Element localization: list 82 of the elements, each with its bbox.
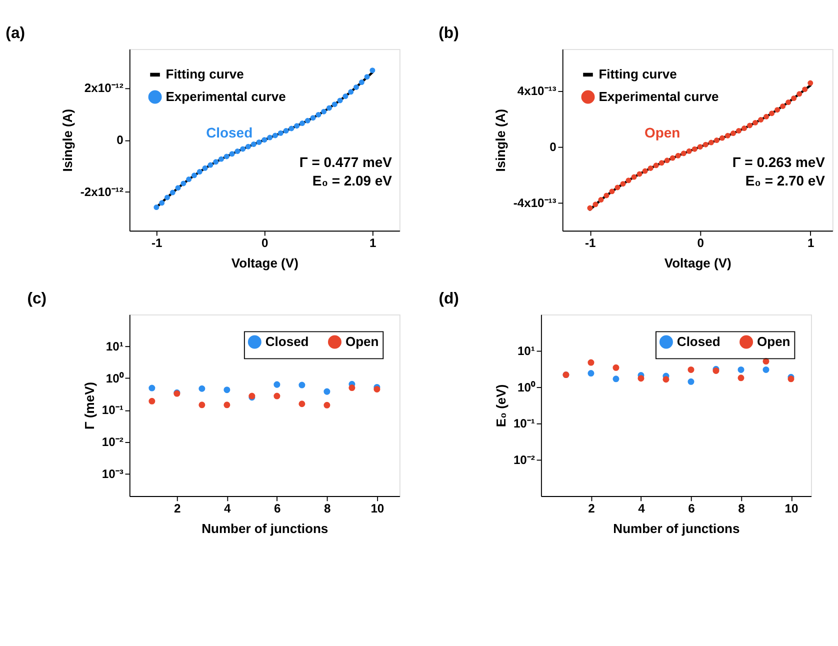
chart-title: (d) xyxy=(438,290,459,308)
x-tick-label: 6 xyxy=(274,501,282,516)
x-tick-label: -1 xyxy=(585,236,596,250)
y-tick-label: 0 xyxy=(116,133,124,148)
x-tick-label: 2 xyxy=(174,501,182,516)
point xyxy=(148,398,156,404)
x-axis-title: Number of junctions xyxy=(202,520,328,536)
legend-label: Fitting curve xyxy=(166,66,244,82)
legend-label: Closed xyxy=(265,334,309,349)
point xyxy=(588,359,594,366)
y-tick-label: 10⁻¹ xyxy=(102,403,124,418)
y-axis-title: Isingle (A) xyxy=(493,108,508,172)
x-tick-label: 10 xyxy=(370,501,384,516)
point xyxy=(662,376,670,383)
point xyxy=(638,375,644,382)
point xyxy=(224,386,230,394)
annotation: Closed xyxy=(206,124,253,140)
y-axis-title: E₀ (eV) xyxy=(493,384,508,428)
point xyxy=(688,378,694,385)
x-tick-label: 6 xyxy=(688,501,696,516)
y-tick-label: -4x10⁻¹³ xyxy=(513,196,556,210)
x-tick-label: 1 xyxy=(807,236,814,250)
x-axis-title: Voltage (V) xyxy=(664,255,732,270)
point xyxy=(148,384,156,392)
x-axis-title: Voltage (V) xyxy=(231,255,298,270)
point xyxy=(298,400,306,408)
annotation: Γ = 0.477 meV xyxy=(299,154,393,170)
y-tick-label: 10⁻³ xyxy=(102,466,124,481)
x-tick-label: 4 xyxy=(224,501,232,516)
chart-title: (b) xyxy=(438,24,459,42)
x-tick-label: 8 xyxy=(324,501,332,516)
point xyxy=(738,366,744,373)
point xyxy=(198,402,206,408)
y-tick-label: 10⁰ xyxy=(106,371,124,386)
y-axis-title: Γ (meV) xyxy=(82,382,97,430)
chart-title: (c) xyxy=(27,290,47,308)
point xyxy=(324,402,330,408)
x-axis-title: Number of junctions xyxy=(613,520,740,536)
x-tick-label: -1 xyxy=(152,236,163,250)
y-tick-label: 0 xyxy=(550,140,557,154)
point xyxy=(688,366,694,373)
y-tick-label: 4x10⁻¹³ xyxy=(517,84,556,98)
point xyxy=(762,366,770,373)
annotation: Γ = 0.263 meV xyxy=(732,154,826,170)
point xyxy=(348,384,356,392)
legend-label: Open xyxy=(756,334,790,349)
x-tick-label: 0 xyxy=(262,236,269,250)
point xyxy=(198,385,206,392)
y-tick-label: 10¹ xyxy=(106,340,124,354)
annotation: E₀ = 2.09 eV xyxy=(312,172,393,188)
y-tick-label: 10⁻² xyxy=(513,452,535,467)
chart-title: (a) xyxy=(6,24,25,42)
legend-label: Experimental curve xyxy=(598,88,719,104)
point xyxy=(274,392,280,400)
y-tick-label: 10⁰ xyxy=(517,380,536,394)
x-tick-label: 10 xyxy=(784,501,798,516)
legend-label: Closed xyxy=(676,334,720,349)
point xyxy=(612,364,620,371)
x-tick-label: 0 xyxy=(697,236,704,250)
y-axis-title: Isingle (A) xyxy=(60,108,76,172)
point xyxy=(612,376,620,382)
point xyxy=(298,382,306,388)
x-tick-label: 1 xyxy=(370,236,377,250)
y-tick-label: 10⁻¹ xyxy=(513,416,535,431)
x-tick-label: 4 xyxy=(638,501,646,516)
legend-label: Open xyxy=(345,334,379,349)
y-tick-label: 2x10⁻¹² xyxy=(84,81,124,96)
y-tick-label: 10¹ xyxy=(517,344,535,358)
x-tick-label: 8 xyxy=(738,501,746,516)
point xyxy=(762,358,770,365)
point xyxy=(324,388,330,395)
point xyxy=(738,374,744,382)
point xyxy=(274,381,280,388)
y-tick-label: -2x10⁻¹² xyxy=(80,184,124,199)
annotation: E₀ = 2.70 eV xyxy=(745,172,826,188)
y-tick-label: 10⁻² xyxy=(102,435,124,450)
legend-label: Experimental curve xyxy=(166,88,286,104)
point xyxy=(588,370,594,377)
legend-label: Fitting curve xyxy=(598,66,677,82)
annotation: Open xyxy=(644,124,680,140)
point xyxy=(224,402,230,408)
x-tick-label: 2 xyxy=(588,501,596,516)
